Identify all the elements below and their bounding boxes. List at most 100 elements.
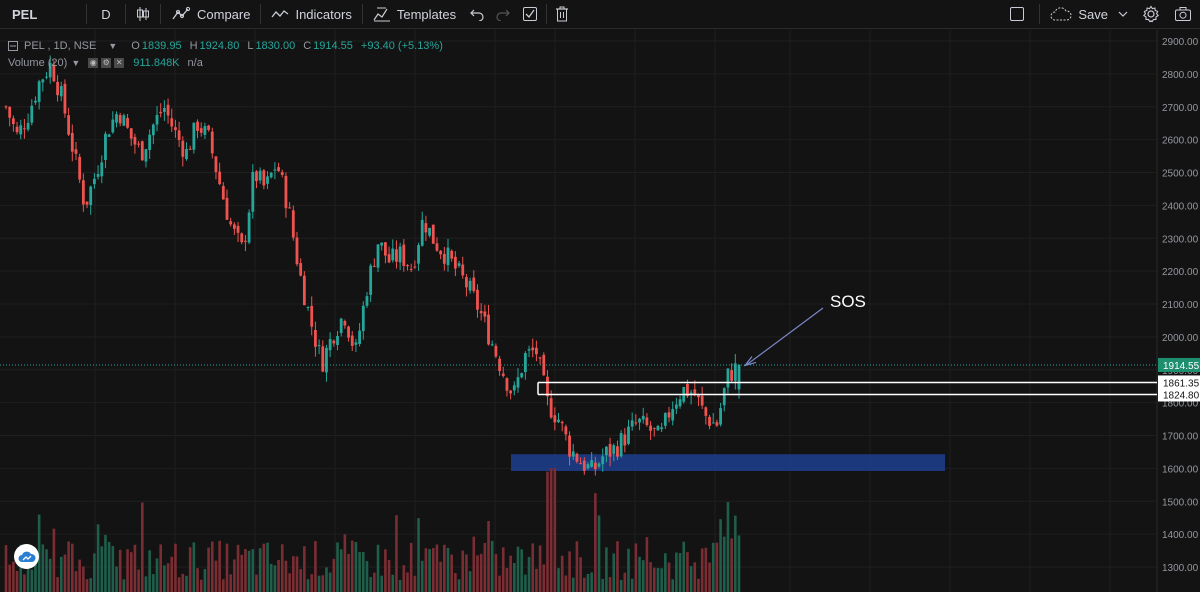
volume-bar (538, 545, 542, 592)
volume-bar (564, 575, 568, 592)
eye-icon[interactable]: ◉ (88, 58, 99, 68)
candle-body (144, 149, 148, 162)
candle-body (273, 169, 277, 171)
chart-area[interactable]: 1300.00 1400.00 1500.00 1600.00 1700.00 1800.… (0, 30, 1200, 592)
candle-body (225, 197, 229, 220)
volume-bar (37, 514, 41, 592)
collapse-icon[interactable] (8, 41, 18, 51)
redo-button[interactable] (490, 0, 516, 29)
settings-button[interactable] (1136, 0, 1166, 29)
volume-bar (664, 553, 667, 592)
candle-body (667, 412, 671, 418)
candle-body (638, 418, 641, 423)
delete-button[interactable] (549, 0, 575, 29)
candle-body (571, 451, 575, 457)
volume-bar (675, 552, 678, 592)
volume-bar (431, 548, 435, 592)
open-value: 1839.95 (141, 40, 182, 52)
volume-bar (634, 543, 638, 592)
candle-body (354, 342, 358, 345)
volume-bar (251, 549, 255, 592)
save-button[interactable]: Save (1042, 0, 1136, 29)
tradingview-logo[interactable] (14, 544, 39, 569)
demand-zone (511, 454, 945, 472)
candle-body (457, 263, 461, 266)
cloud-logo-icon (18, 551, 36, 562)
volume-bar (152, 574, 155, 592)
volume-bar (571, 577, 575, 592)
legend-menu-icon[interactable]: ▼ (108, 41, 118, 51)
volume-bar (196, 568, 199, 592)
volume-bar (12, 561, 15, 592)
candle-body (439, 250, 443, 255)
volume-bar (310, 574, 314, 592)
volume-bar (133, 544, 137, 592)
volume-bar (638, 556, 641, 592)
settings-small-icon[interactable]: ⚙ (101, 58, 112, 68)
indicators-button[interactable]: Indicators (263, 0, 359, 29)
volume-bar (501, 547, 505, 592)
candle-body (221, 185, 225, 200)
volume-bar (269, 563, 273, 592)
price-tick-label: 1800.00 (1162, 399, 1199, 410)
candle-body (93, 178, 96, 185)
volume-bar (137, 569, 140, 592)
candle-body (70, 132, 74, 152)
candle-body (8, 106, 12, 118)
volume-bar (406, 572, 409, 592)
candle-body (604, 446, 608, 456)
volume-bar (30, 569, 34, 592)
candle-body (461, 264, 465, 276)
candle-body (612, 445, 616, 454)
chart-type-button[interactable] (128, 0, 158, 29)
candle-body (527, 349, 531, 351)
volume-bar (192, 542, 196, 592)
legend-symbol: PEL , 1D, NSE (24, 40, 97, 52)
price-chart[interactable]: 1300.00 1400.00 1500.00 1600.00 1700.00 1800.… (0, 30, 1200, 592)
candle-body (579, 463, 583, 465)
volume-bar (350, 540, 354, 592)
resolution-selector[interactable]: D (101, 6, 111, 22)
candle-body (314, 329, 317, 347)
volume-bar (303, 546, 306, 592)
volume-bar (461, 550, 465, 592)
volume-bar (140, 502, 144, 592)
sos-annotation[interactable]: SOS (830, 292, 866, 311)
volume-menu-icon[interactable]: ▼ (71, 58, 81, 68)
templates-button[interactable]: Templates (365, 0, 464, 29)
candle-body (332, 340, 336, 344)
compare-button[interactable]: Compare (163, 0, 258, 29)
candle-body (465, 277, 468, 288)
close-icon[interactable]: ✕ (114, 58, 125, 68)
candle-body (339, 318, 343, 334)
candle-body (693, 389, 697, 396)
candle-body (601, 456, 605, 465)
candle-body (428, 227, 431, 236)
volume-bar (605, 547, 608, 592)
price-axis (1157, 30, 1200, 592)
symbol-selector[interactable]: PEL (12, 6, 38, 22)
indicators-label: Indicators (295, 6, 352, 22)
fullscreen-button[interactable] (997, 0, 1037, 29)
candle-body (207, 125, 210, 130)
volume-bar (730, 538, 733, 592)
volume-bar (443, 544, 446, 592)
volume-bar (689, 566, 693, 592)
volume-bar (398, 579, 402, 592)
toolbar-divider (546, 4, 548, 24)
volume-bar (236, 544, 240, 592)
volume-bar (41, 544, 45, 592)
candle-body (317, 345, 321, 347)
checklist-button[interactable] (516, 0, 544, 29)
candle-body (686, 384, 689, 397)
candle-body (674, 404, 678, 409)
volume-bar (678, 553, 682, 592)
undo-button[interactable] (464, 0, 490, 29)
screenshot-button[interactable] (1166, 0, 1200, 29)
volume-bar (722, 536, 726, 592)
volume-bar (244, 549, 247, 592)
candle-body (586, 464, 590, 469)
square-icon (1010, 7, 1025, 21)
volume-bar (457, 579, 461, 592)
volume-bar (100, 546, 104, 592)
